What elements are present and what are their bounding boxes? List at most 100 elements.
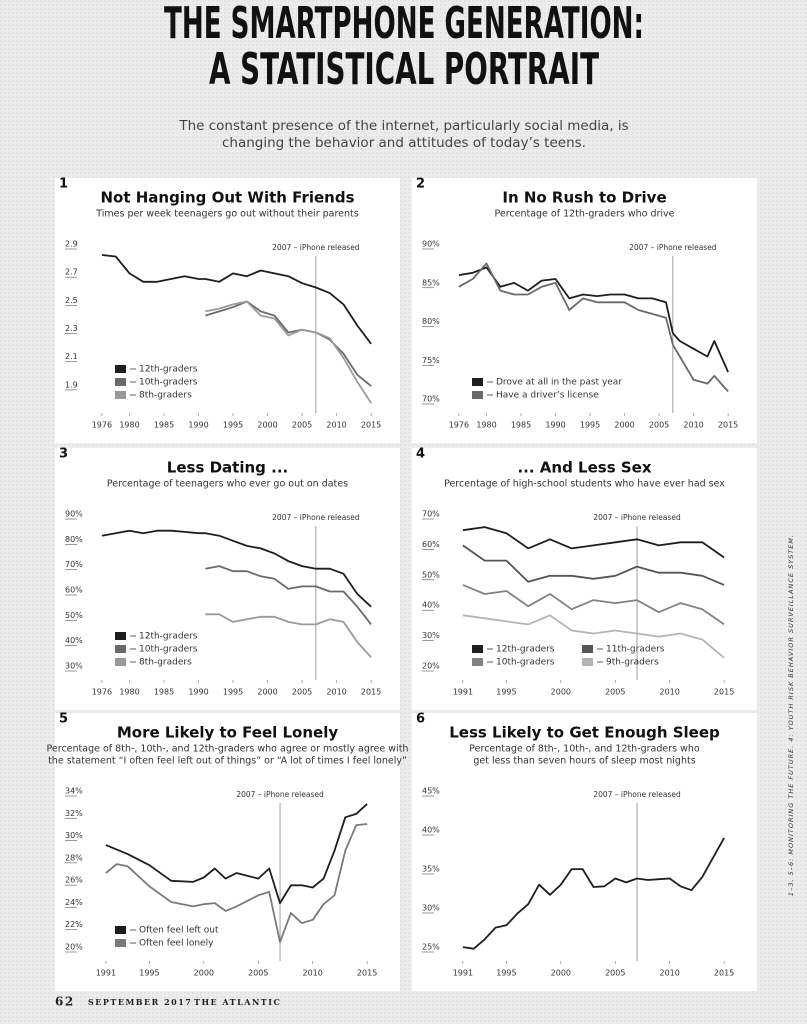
x-tick-label: 2015 bbox=[718, 421, 738, 430]
x-tick-label: 1991 bbox=[96, 969, 116, 978]
panel-number: 6 bbox=[416, 712, 425, 727]
x-tick-label: 2000 bbox=[551, 688, 571, 697]
y-tick-label: 80% bbox=[65, 535, 83, 544]
x-tick-label: 2000 bbox=[194, 969, 214, 978]
y-tick-label: 30% bbox=[422, 631, 440, 640]
annotation-text: 2007 – iPhone released bbox=[272, 513, 360, 522]
series-line bbox=[462, 526, 725, 559]
y-tick-label: 34% bbox=[65, 787, 83, 796]
x-tick-label: 1990 bbox=[188, 421, 208, 430]
chart-title: More Likely to Feel Lonely bbox=[117, 724, 339, 742]
source-note: 1–3, 5–6: MONITORING THE FUTURE. 4: YOUT… bbox=[787, 534, 795, 896]
legend-swatch bbox=[115, 926, 126, 934]
y-tick-label: 85% bbox=[422, 278, 440, 287]
x-tick-label: 2010 bbox=[660, 969, 680, 978]
y-tick-label: 2.3 bbox=[65, 324, 78, 333]
y-tick-label: 2.1 bbox=[65, 352, 78, 361]
y-tick-label: 22% bbox=[65, 920, 83, 929]
series-line bbox=[105, 803, 368, 904]
legend-swatch bbox=[115, 645, 126, 653]
y-tick-label: 2.7 bbox=[65, 268, 78, 277]
series-line bbox=[462, 614, 725, 659]
x-tick-label: 1976 bbox=[92, 421, 112, 430]
x-tick-label: 1985 bbox=[154, 421, 174, 430]
y-tick-label: 20% bbox=[422, 662, 440, 671]
chart-subtitle: Percentage of high-school students who h… bbox=[444, 479, 725, 490]
x-tick-label: 2000 bbox=[257, 688, 277, 697]
y-tick-label: 32% bbox=[65, 809, 83, 818]
legend-swatch bbox=[115, 632, 126, 640]
series-line bbox=[458, 262, 729, 392]
annotation-text: 2007 – iPhone released bbox=[593, 513, 681, 522]
x-tick-label: 2010 bbox=[660, 688, 680, 697]
x-tick-label: 1995 bbox=[580, 421, 600, 430]
series-line bbox=[462, 837, 725, 950]
x-tick-label: 1976 bbox=[449, 421, 469, 430]
legend-swatch bbox=[582, 645, 593, 653]
y-tick-label: 45% bbox=[422, 787, 440, 796]
series-line bbox=[105, 823, 368, 943]
x-tick-label: 2005 bbox=[292, 688, 312, 697]
legend-label: 10th-graders bbox=[139, 645, 198, 655]
chart-title: In No Rush to Drive bbox=[502, 189, 666, 207]
panel bbox=[412, 178, 757, 443]
x-tick-label: 1995 bbox=[139, 969, 159, 978]
legend-label: Drove at all in the past year bbox=[496, 378, 622, 388]
y-tick-label: 90% bbox=[65, 510, 83, 519]
legend-label: 8th-graders bbox=[139, 391, 192, 401]
x-tick-label: 2005 bbox=[605, 969, 625, 978]
y-tick-label: 35% bbox=[422, 865, 440, 874]
x-tick-label: 2000 bbox=[614, 421, 634, 430]
annotation-text: 2007 – iPhone released bbox=[272, 243, 360, 252]
y-tick-label: 1.9 bbox=[65, 380, 78, 389]
x-tick-label: 1991 bbox=[453, 969, 473, 978]
legend-swatch bbox=[115, 378, 126, 386]
x-tick-label: 2010 bbox=[326, 688, 346, 697]
x-tick-label: 2005 bbox=[605, 688, 625, 697]
y-tick-label: 80% bbox=[422, 317, 440, 326]
y-tick-label: 40% bbox=[65, 636, 83, 645]
series-line bbox=[101, 529, 372, 608]
series-line bbox=[205, 300, 372, 387]
panel-number: 5 bbox=[59, 712, 68, 727]
legend-label: Have a driver’s license bbox=[496, 391, 599, 401]
x-tick-label: 2015 bbox=[357, 969, 377, 978]
x-tick-label: 2000 bbox=[257, 421, 277, 430]
legend-swatch bbox=[472, 378, 483, 386]
y-tick-label: 26% bbox=[65, 876, 83, 885]
legend-swatch bbox=[115, 658, 126, 666]
series-line bbox=[101, 254, 372, 345]
chart-subtitle: get less than seven hours of sleep most … bbox=[473, 756, 695, 767]
chart-title: ... And Less Sex bbox=[517, 459, 651, 477]
panel bbox=[55, 713, 400, 991]
legend-label: 9th-graders bbox=[606, 658, 659, 668]
series-line bbox=[458, 266, 729, 373]
panel-number: 4 bbox=[416, 447, 425, 462]
legend-label: Often feel lonely bbox=[139, 939, 214, 949]
y-tick-label: 50% bbox=[422, 570, 440, 579]
chart-subtitle: Percentage of 12th-graders who drive bbox=[494, 209, 674, 220]
page-subtitle: changing the behavior and attitudes of t… bbox=[222, 135, 586, 151]
x-tick-label: 1990 bbox=[545, 421, 565, 430]
y-tick-label: 25% bbox=[422, 943, 440, 952]
page-subtitle: The constant presence of the internet, p… bbox=[178, 118, 628, 134]
y-tick-label: 30% bbox=[65, 831, 83, 840]
chart-subtitle: Percentage of teenagers who ever go out … bbox=[107, 479, 348, 490]
legend-swatch bbox=[472, 391, 483, 399]
legend-label: 10th-graders bbox=[139, 378, 198, 388]
x-tick-label: 2015 bbox=[361, 688, 381, 697]
panel bbox=[55, 178, 400, 443]
y-tick-label: 40% bbox=[422, 826, 440, 835]
y-tick-label: 28% bbox=[65, 853, 83, 862]
y-tick-label: 70% bbox=[65, 560, 83, 569]
x-tick-label: 1995 bbox=[223, 421, 243, 430]
x-tick-label: 1990 bbox=[188, 688, 208, 697]
y-tick-label: 2.5 bbox=[65, 296, 78, 305]
x-tick-label: 1980 bbox=[119, 688, 139, 697]
legend-swatch bbox=[472, 645, 483, 653]
panel bbox=[55, 448, 400, 710]
legend-swatch bbox=[115, 365, 126, 373]
legend-swatch bbox=[472, 658, 483, 666]
chart-title: Less Dating ... bbox=[167, 459, 288, 477]
